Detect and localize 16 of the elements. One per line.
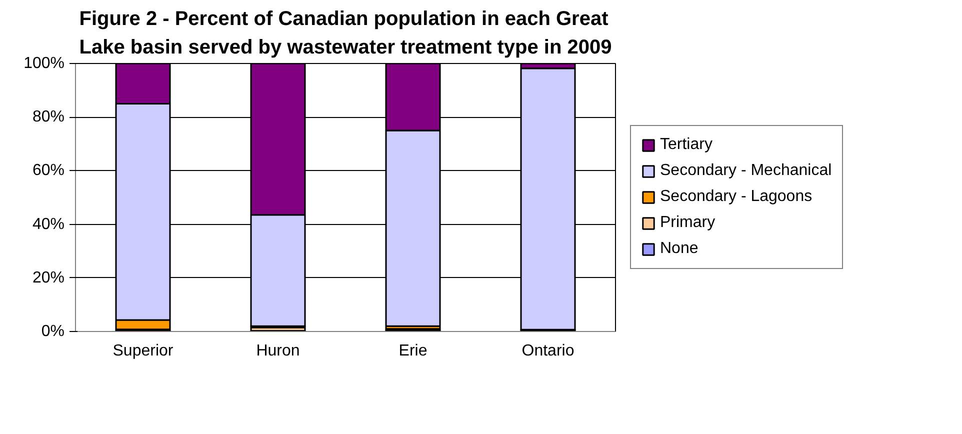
x-tick-label: Superior bbox=[112, 342, 174, 360]
legend-label: Secondary - Lagoons bbox=[660, 188, 812, 206]
y-tick-label: 100% bbox=[24, 55, 64, 72]
chart-title: Figure 2 - Percent of Canadian population in each Great Lake basin served by wastewater treatment type in 2009 bbox=[79, 8, 612, 58]
legend-label: Tertiary bbox=[660, 136, 712, 154]
y-tick-label: 80% bbox=[32, 108, 65, 126]
x-tick-label: Erie bbox=[398, 342, 428, 360]
legend-label: Secondary - Mechanical bbox=[660, 162, 832, 180]
legend-label: Primary bbox=[660, 214, 716, 232]
y-tick-label: 20% bbox=[32, 269, 65, 286]
x-tick-label: Ontario bbox=[522, 342, 574, 360]
y-tick-label: 40% bbox=[32, 216, 65, 233]
y-tick-label: 0% bbox=[41, 323, 64, 340]
legend-label: None bbox=[660, 240, 698, 258]
y-tick-label: 60% bbox=[32, 162, 65, 180]
x-tick-label: Huron bbox=[256, 342, 300, 360]
